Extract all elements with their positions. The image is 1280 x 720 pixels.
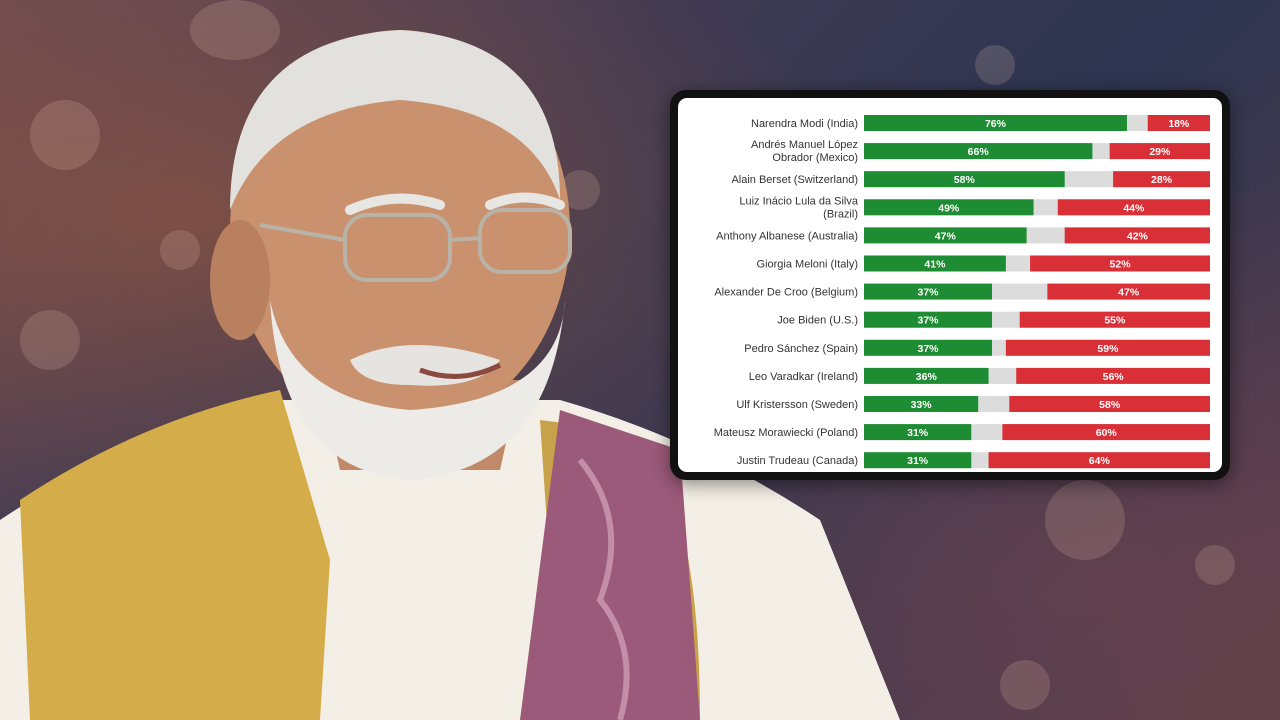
chart-card: Narendra Modi (India) 76% 18% Andrés Manuel…	[670, 90, 1230, 480]
approve-value-label: 37%	[918, 315, 940, 327]
disapprove-value-label: 42%	[1127, 230, 1149, 242]
disapprove-value-label: 47%	[1118, 287, 1140, 299]
disapprove-value-label: 29%	[1149, 146, 1171, 158]
disapprove-bar	[1019, 311, 1210, 328]
approve-value-label: 33%	[911, 399, 933, 411]
disapprove-value-label: 52%	[1110, 259, 1132, 271]
approve-bar	[864, 339, 993, 356]
bokeh-light	[30, 100, 100, 170]
category-label: Andrés Manuel López Obrador (Mexico)	[751, 139, 858, 164]
category-label: Ulf Kristersson (Sweden)	[736, 399, 858, 411]
category-label: Luiz Inácio Lula da Silva (Brazil)	[739, 195, 859, 220]
approve-value-label: 47%	[935, 230, 957, 242]
category-label: Justin Trudeau (Canada)	[737, 455, 858, 467]
disapprove-value-label: 44%	[1123, 202, 1145, 214]
disapprove-value-label: 60%	[1096, 427, 1118, 439]
disapprove-bar	[1016, 367, 1210, 384]
category-label: Anthony Albanese (Australia)	[716, 230, 858, 242]
bokeh-light	[975, 45, 1015, 85]
category-label: Mateusz Morawiecki (Poland)	[714, 427, 858, 439]
disapprove-bar	[1147, 115, 1210, 131]
approve-bar	[864, 199, 1034, 216]
disapprove-value-label: 58%	[1099, 399, 1121, 411]
bokeh-light	[20, 310, 80, 370]
approve-bar	[864, 396, 979, 412]
bokeh-light	[1000, 660, 1050, 710]
approve-value-label: 37%	[918, 287, 940, 299]
approve-bar	[864, 424, 972, 441]
disapprove-bar	[1047, 283, 1210, 300]
approve-bar	[864, 143, 1093, 160]
disapprove-bar	[1113, 171, 1210, 188]
approve-bar	[864, 283, 993, 300]
category-label: Alain Berset (Switzerland)	[731, 174, 858, 186]
approve-value-label: 36%	[916, 371, 938, 383]
approve-bar	[864, 452, 972, 469]
approve-bar	[864, 311, 993, 328]
approve-bar	[864, 171, 1065, 188]
disapprove-bar	[1064, 227, 1210, 244]
category-label: Narendra Modi (India)	[751, 118, 858, 130]
approve-value-label: 66%	[968, 146, 990, 158]
approve-bar	[864, 115, 1127, 131]
disapprove-bar	[1009, 396, 1210, 412]
disapprove-value-label: 55%	[1104, 315, 1126, 327]
category-label: Giorgia Meloni (Italy)	[757, 259, 858, 271]
approve-value-label: 49%	[938, 202, 960, 214]
approve-value-label: 37%	[918, 343, 940, 355]
disapprove-value-label: 18%	[1168, 118, 1190, 130]
chart-panel: Narendra Modi (India) 76% 18% Andrés Manuel…	[678, 98, 1222, 472]
approve-value-label: 76%	[985, 118, 1007, 130]
disapprove-value-label: 64%	[1089, 455, 1111, 467]
approve-value-label: 31%	[907, 455, 929, 467]
disapprove-bar	[988, 452, 1210, 469]
category-label: Alexander De Croo (Belgium)	[714, 287, 858, 299]
bokeh-light	[190, 0, 280, 60]
approve-bar	[864, 255, 1006, 272]
disapprove-value-label: 59%	[1097, 343, 1119, 355]
approve-bar	[864, 227, 1027, 244]
bokeh-light	[1045, 480, 1125, 560]
leader-photo	[0, 30, 900, 720]
category-label: Joe Biden (U.S.)	[777, 315, 858, 327]
approval-bar-chart: Narendra Modi (India) 76% 18% Andrés Manuel…	[714, 115, 1210, 469]
disapprove-bar	[1005, 339, 1210, 356]
bokeh-light	[160, 230, 200, 270]
bokeh-light	[1195, 545, 1235, 585]
category-label: Pedro Sánchez (Spain)	[744, 343, 858, 355]
disapprove-bar	[1109, 143, 1210, 160]
disapprove-value-label: 28%	[1151, 174, 1173, 186]
disapprove-bar	[1057, 199, 1210, 216]
disapprove-bar	[1002, 424, 1210, 441]
category-label: Leo Varadkar (Ireland)	[749, 371, 858, 383]
approve-value-label: 41%	[924, 259, 946, 271]
approve-value-label: 31%	[907, 427, 929, 439]
disapprove-value-label: 56%	[1103, 371, 1125, 383]
approve-bar	[864, 367, 989, 384]
disapprove-bar	[1030, 255, 1210, 272]
approve-value-label: 58%	[954, 174, 976, 186]
